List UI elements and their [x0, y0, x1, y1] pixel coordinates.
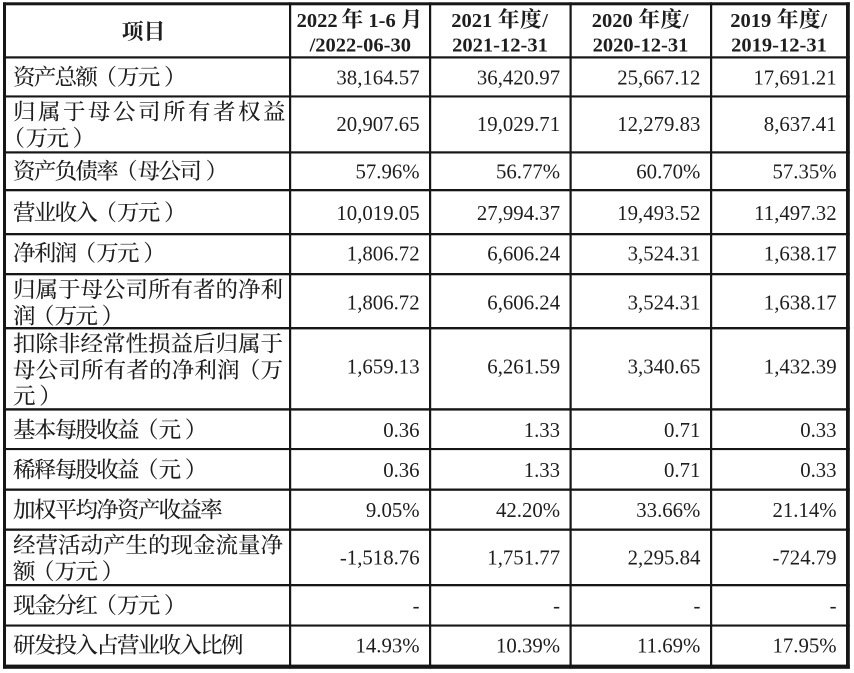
svg-text:0.71: 0.71 — [664, 419, 700, 442]
svg-text:19,029.71: 19,029.71 — [477, 113, 560, 136]
svg-text:12,279.83: 12,279.83 — [617, 113, 700, 136]
svg-text:1.33: 1.33 — [524, 459, 560, 482]
svg-text:60.70%: 60.70% — [636, 160, 700, 183]
svg-text:0.33: 0.33 — [800, 459, 836, 482]
svg-text:11.69%: 11.69% — [637, 634, 700, 657]
svg-text:27,994.37: 27,994.37 — [477, 202, 560, 225]
svg-text:1,638.17: 1,638.17 — [764, 292, 837, 315]
svg-text:-: - — [413, 595, 420, 618]
svg-text:1,432.39: 1,432.39 — [764, 355, 837, 378]
svg-text:42.20%: 42.20% — [496, 499, 560, 522]
svg-text:0.33: 0.33 — [800, 419, 836, 442]
svg-text:1,659.13: 1,659.13 — [347, 355, 420, 378]
svg-text:/: / — [820, 10, 827, 32]
svg-text:-: - — [693, 595, 700, 618]
svg-text:19,493.52: 19,493.52 — [617, 202, 700, 225]
svg-text:2019-12-31: 2019-12-31 — [731, 35, 827, 57]
svg-text:33.66%: 33.66% — [636, 499, 700, 522]
svg-text:8,637.41: 8,637.41 — [764, 113, 837, 136]
svg-text:0.36: 0.36 — [383, 459, 419, 482]
svg-text:1-6: 1-6 — [368, 10, 395, 32]
svg-text:20,907.65: 20,907.65 — [336, 113, 419, 136]
svg-text:9.05%: 9.05% — [366, 499, 420, 522]
svg-text:2019: 2019 — [730, 10, 771, 32]
svg-text:-: - — [830, 595, 837, 618]
svg-text:38,164.57: 38,164.57 — [336, 66, 419, 89]
svg-text:0.71: 0.71 — [664, 459, 700, 482]
svg-text:1,806.72: 1,806.72 — [347, 292, 420, 315]
svg-text:2020-12-31: 2020-12-31 — [593, 35, 689, 57]
svg-text:1,751.77: 1,751.77 — [487, 546, 560, 569]
svg-text:2020: 2020 — [592, 10, 633, 32]
svg-text:6,606.24: 6,606.24 — [487, 292, 560, 315]
svg-text:6,261.59: 6,261.59 — [487, 355, 560, 378]
svg-text:/: / — [682, 10, 689, 32]
svg-text:57.35%: 57.35% — [772, 160, 836, 183]
svg-text:10,019.05: 10,019.05 — [336, 202, 419, 225]
svg-text:14.93%: 14.93% — [355, 634, 419, 657]
svg-text:/2022-06-30: /2022-06-30 — [309, 35, 411, 57]
svg-text:57.96%: 57.96% — [355, 160, 419, 183]
svg-text:-724.79: -724.79 — [772, 546, 836, 569]
svg-text:1,638.17: 1,638.17 — [764, 242, 837, 265]
svg-text:25,667.12: 25,667.12 — [617, 66, 700, 89]
svg-text:17.95%: 17.95% — [772, 634, 836, 657]
svg-text:56.77%: 56.77% — [496, 160, 560, 183]
svg-text:2021: 2021 — [451, 10, 492, 32]
svg-text:0.36: 0.36 — [383, 419, 419, 442]
svg-text:1,806.72: 1,806.72 — [347, 242, 420, 265]
svg-text:10.39%: 10.39% — [496, 634, 560, 657]
svg-text:2022: 2022 — [297, 10, 338, 32]
svg-text:-1,518.76: -1,518.76 — [340, 546, 420, 569]
svg-text:17,691.21: 17,691.21 — [753, 66, 836, 89]
svg-text:11,497.32: 11,497.32 — [754, 202, 836, 225]
svg-text:6,606.24: 6,606.24 — [487, 242, 560, 265]
svg-text:3,340.65: 3,340.65 — [628, 355, 701, 378]
svg-text:21.14%: 21.14% — [772, 499, 836, 522]
svg-text:36,420.97: 36,420.97 — [477, 66, 560, 89]
svg-text:3,524.31: 3,524.31 — [628, 292, 701, 315]
svg-text:2021-12-31: 2021-12-31 — [452, 35, 548, 57]
svg-text:1.33: 1.33 — [524, 419, 560, 442]
svg-text:2,295.84: 2,295.84 — [628, 546, 701, 569]
svg-text:/: / — [541, 10, 548, 32]
svg-text:3,524.31: 3,524.31 — [628, 242, 701, 265]
svg-text:-: - — [553, 595, 560, 618]
